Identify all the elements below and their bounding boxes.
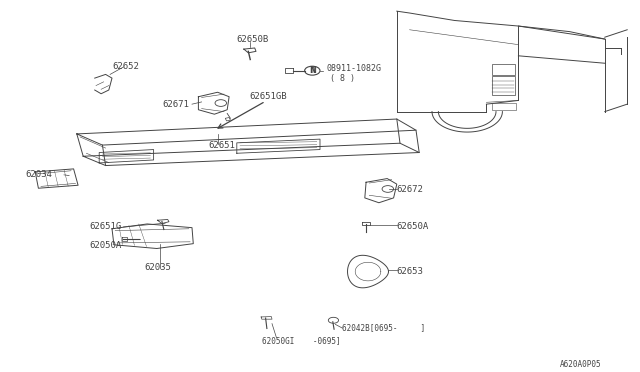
Text: 62671: 62671: [162, 100, 189, 109]
Text: 62650A: 62650A: [397, 222, 429, 231]
Text: 62651GB: 62651GB: [250, 92, 287, 101]
Text: 08911-1082G: 08911-1082G: [326, 64, 381, 73]
Text: 62034: 62034: [26, 170, 52, 179]
Text: ( 8 ): ( 8 ): [330, 74, 355, 83]
Text: 62651G: 62651G: [90, 222, 122, 231]
Text: 62653: 62653: [397, 267, 424, 276]
Text: N: N: [311, 66, 316, 75]
Text: 62651: 62651: [208, 141, 235, 150]
Text: 62652: 62652: [112, 62, 139, 71]
Text: N: N: [309, 66, 316, 75]
Text: A620A0P05: A620A0P05: [560, 360, 602, 369]
Text: 62050A: 62050A: [90, 241, 122, 250]
Text: 62650B: 62650B: [237, 35, 269, 44]
Text: 62042B[0695-     ]: 62042B[0695- ]: [342, 324, 426, 333]
Text: 62035: 62035: [144, 263, 171, 272]
Text: 62050GI    -0695]: 62050GI -0695]: [262, 336, 341, 345]
Text: 62672: 62672: [397, 185, 424, 194]
